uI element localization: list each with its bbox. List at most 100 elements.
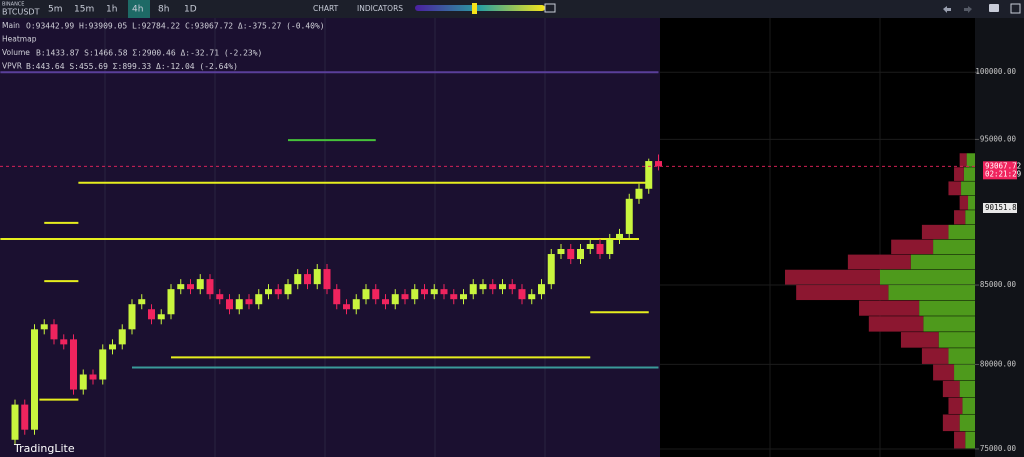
- candle-body: [21, 404, 29, 430]
- interval-button[interactable]: 1D: [184, 5, 197, 15]
- candle-body: [489, 284, 497, 290]
- candle-body: [421, 289, 428, 295]
- legend-name: VPVR: [2, 62, 22, 71]
- undo-icon[interactable]: [943, 6, 951, 13]
- candle-body: [70, 339, 77, 390]
- fullscreen-icon[interactable]: [1010, 3, 1021, 14]
- candle-body: [50, 324, 58, 340]
- candle-body: [547, 254, 555, 285]
- candle-body: [245, 299, 253, 305]
- legend-values: O:93442.99 H:93909.05 L:92784.22 C:93067…: [26, 22, 325, 31]
- candle-body: [518, 289, 526, 300]
- last-price-box: [983, 161, 1017, 180]
- profile-buy: [888, 285, 975, 301]
- camera-icon[interactable]: [989, 4, 999, 12]
- candle-body: [382, 299, 389, 305]
- profile-sell: [859, 300, 920, 316]
- legend-name: Heatmap: [2, 35, 37, 44]
- candle-body: [577, 248, 584, 260]
- interval-button[interactable]: 5m: [48, 5, 63, 15]
- profile-sell: [785, 269, 880, 285]
- profile-sell: [954, 431, 966, 449]
- symbol[interactable]: BTCUSDT: [2, 8, 40, 17]
- profile-buy: [962, 397, 975, 414]
- candle-body: [362, 289, 370, 300]
- candle-body: [31, 329, 38, 430]
- candle-body: [148, 309, 155, 320]
- profile-buy: [933, 239, 975, 255]
- candle-body: [11, 404, 19, 440]
- y-tick-label: 100000.00: [975, 67, 1016, 76]
- profile-buy: [959, 414, 975, 432]
- profile-buy: [965, 210, 975, 225]
- candle-body: [274, 289, 282, 295]
- y-tick-label: 95000.00: [980, 134, 1017, 143]
- candle-body: [304, 274, 311, 285]
- profile-sell: [868, 316, 924, 332]
- candle-body: [128, 304, 136, 330]
- exchange: BINANCE: [2, 2, 24, 8]
- profile-buy: [880, 269, 975, 285]
- candle-body: [196, 279, 204, 290]
- profile-sell: [796, 285, 889, 301]
- candle-body: [567, 248, 575, 260]
- y-tick-label: 85000.00: [980, 280, 1017, 289]
- candle-body: [343, 304, 350, 310]
- candle-body: [430, 289, 438, 295]
- y-tick-label: 80000.00: [980, 359, 1017, 368]
- profile-buy: [968, 195, 975, 210]
- candle-body: [606, 238, 614, 255]
- profile-buy: [963, 167, 975, 181]
- candle-body: [167, 289, 175, 315]
- profile-sell: [942, 414, 960, 432]
- profile-sell: [959, 153, 967, 167]
- candle-body: [138, 299, 146, 305]
- marker-label: 90151.88: [985, 203, 1022, 212]
- candle-body: [79, 374, 87, 390]
- profile-buy: [948, 348, 975, 364]
- profile-sell: [933, 364, 955, 381]
- interval-button[interactable]: 8h: [158, 5, 169, 15]
- profile-buy: [966, 153, 975, 167]
- chart-button[interactable]: CHART: [313, 4, 339, 13]
- slider-handle[interactable]: [472, 3, 477, 14]
- candle-body: [118, 329, 126, 345]
- profile-sell: [921, 224, 949, 240]
- heatmap-area: [0, 18, 660, 457]
- v-grid: [104, 18, 881, 457]
- profile-buy: [910, 254, 975, 270]
- candle-body: [99, 349, 107, 380]
- candle-body: [284, 284, 292, 295]
- indicators-button[interactable]: INDICATORS: [357, 4, 403, 13]
- profile-sell: [942, 380, 960, 398]
- settings-icon[interactable]: [544, 3, 556, 13]
- candle-body: [255, 294, 263, 305]
- candle-body: [372, 289, 380, 300]
- candle-body: [401, 294, 409, 300]
- candle-body: [460, 294, 467, 300]
- candle-body: [226, 299, 233, 310]
- profile-sell: [948, 397, 963, 414]
- watermark: TradingLite: [13, 442, 75, 455]
- heatmap-slider[interactable]: [415, 5, 545, 11]
- interval-button[interactable]: 4h: [132, 5, 143, 15]
- candle-body: [655, 161, 662, 167]
- interval-button[interactable]: 1h: [106, 5, 117, 15]
- candle-body: [109, 344, 116, 350]
- candle-body: [294, 274, 302, 285]
- interval-button[interactable]: 15m: [74, 5, 94, 15]
- last-price-label: 93067.72: [985, 161, 1021, 170]
- profile-buy: [919, 300, 975, 316]
- candle-body: [352, 299, 360, 310]
- candle-body: [235, 299, 243, 310]
- profile-buy: [923, 316, 975, 332]
- legend-name: Main: [2, 21, 20, 30]
- legend-values: B:443.64 S:455.69 Σ:899.33 Δ:-12.04 (-2.…: [26, 62, 238, 71]
- profile-buy: [954, 364, 975, 381]
- profile-sell: [948, 181, 962, 196]
- legend-name: Volume: [2, 48, 30, 57]
- redo-icon[interactable]: [964, 6, 972, 13]
- legend-values: B:1433.87 S:1466.58 Σ:2900.46 Δ:-32.71 (…: [36, 49, 262, 58]
- candle-body: [508, 284, 516, 290]
